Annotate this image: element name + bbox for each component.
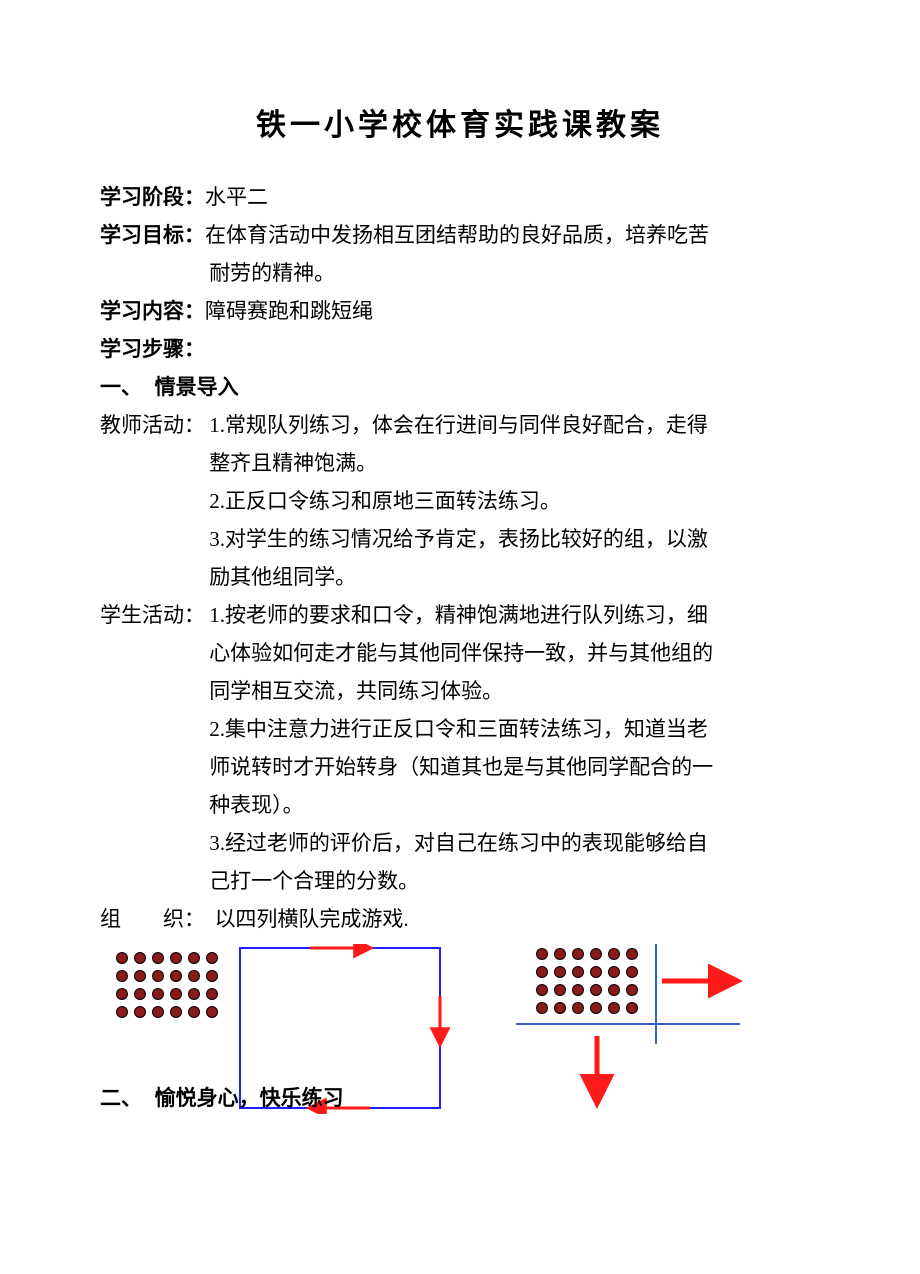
student-row1: 学生活动：1.按老师的要求和口令，精神饱满地进行队列练习，细 [100, 596, 820, 634]
goal-line1: 学习目标：在体育活动中发扬相互团结帮助的良好品质，培养吃苦 [100, 216, 820, 254]
t1a: 1.常规队列练习，体会在行进间与同伴良好配合，走得 [209, 413, 708, 437]
teacher-row1: 教师活动：1.常规队列练习，体会在行进间与同伴良好配合，走得 [100, 406, 820, 444]
t2: 2.正反口令练习和原地三面转法练习。 [100, 482, 820, 520]
section-1-heading: 一、情景导入 [100, 368, 820, 406]
stage-value: 水平二 [205, 185, 268, 209]
formation-diagrams: 二、愉悦身心，快乐练习 [100, 944, 820, 1114]
org-value: 以四列横队完成游戏. [209, 907, 409, 931]
content-label: 学习内容： [100, 299, 205, 323]
org-label: 组 织： [100, 900, 209, 938]
s2b: 师说转时才开始转身（知道其也是与其他同学配合的一 [100, 748, 820, 786]
goal-text1: 在体育活动中发扬相互团结帮助的良好品质，培养吃苦 [205, 223, 709, 247]
org-row: 组 织： 以四列横队完成游戏. [100, 900, 820, 938]
teacher-label: 教师活动： [100, 406, 209, 444]
goal-line2: 耐劳的精神。 [100, 254, 820, 292]
section-2-heading: 二、愉悦身心，快乐练习 [100, 1082, 344, 1112]
steps-label: 学习步骤： [100, 337, 205, 361]
student-label: 学生活动： [100, 596, 209, 634]
s2a: 2.集中注意力进行正反口令和三面转法练习，知道当老 [100, 710, 820, 748]
section-2-num: 二、 [100, 1082, 155, 1112]
s1b: 心体验如何走才能与其他同伴保持一致，并与其他组的 [100, 634, 820, 672]
s1c: 同学相互交流，共同练习体验。 [100, 672, 820, 710]
s3b: 己打一个合理的分数。 [100, 862, 820, 900]
stage-label: 学习阶段： [100, 185, 205, 209]
t1b: 整齐且精神饱满。 [100, 444, 820, 482]
section-2-title: 愉悦身心，快乐练习 [155, 1086, 344, 1110]
s3a: 3.经过老师的评价后，对自己在练习中的表现能够给自 [100, 824, 820, 862]
page-title: 铁一小学校体育实践课教案 [100, 100, 820, 144]
diagram-right [510, 944, 810, 1114]
section-1-title: 情景导入 [155, 375, 239, 399]
steps-line: 学习步骤： [100, 330, 820, 368]
content-value: 障碍赛跑和跳短绳 [205, 299, 373, 323]
t3b: 励其他组同学。 [100, 558, 820, 596]
section-1-num: 一、 [100, 368, 155, 406]
stage-line: 学习阶段：水平二 [100, 178, 820, 216]
goal-label: 学习目标： [100, 223, 205, 247]
s2c: 种表现）。 [100, 786, 820, 824]
s1a: 1.按老师的要求和口令，精神饱满地进行队列练习，细 [209, 603, 708, 627]
t3a: 3.对学生的练习情况给予肯定，表扬比较好的组，以激 [100, 520, 820, 558]
content-line: 学习内容：障碍赛跑和跳短绳 [100, 292, 820, 330]
